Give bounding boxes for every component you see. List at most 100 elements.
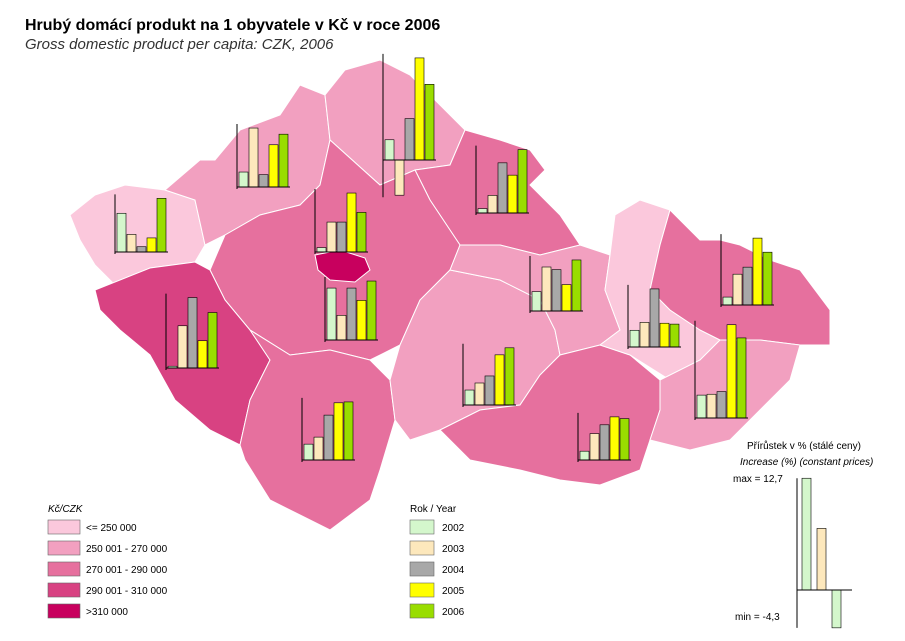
bar bbox=[541, 266, 552, 312]
bar bbox=[474, 382, 485, 406]
bar bbox=[716, 391, 727, 419]
bar bbox=[146, 237, 157, 253]
bar bbox=[669, 323, 680, 348]
bar bbox=[609, 416, 620, 461]
bar bbox=[551, 269, 562, 312]
legend-swatch bbox=[47, 519, 81, 535]
bar bbox=[464, 389, 475, 406]
legend-label: >310 000 bbox=[86, 607, 128, 618]
bar bbox=[404, 118, 415, 161]
bar bbox=[197, 340, 208, 369]
legend-label: 2005 bbox=[442, 586, 465, 597]
bar bbox=[639, 322, 650, 348]
bar bbox=[732, 273, 743, 306]
bar bbox=[278, 133, 289, 188]
bar bbox=[177, 325, 188, 369]
bar bbox=[346, 192, 357, 253]
bar bbox=[589, 433, 600, 461]
bar bbox=[706, 393, 717, 419]
bar bbox=[696, 394, 707, 419]
bar bbox=[356, 300, 367, 341]
key-bar bbox=[801, 477, 812, 591]
legend-label: 250 001 - 270 000 bbox=[86, 544, 168, 555]
map-subtitle: Gross domestic product per capita: CZK, … bbox=[25, 36, 334, 53]
legend-swatch bbox=[409, 561, 435, 577]
bar bbox=[629, 329, 640, 348]
legend-swatch bbox=[409, 582, 435, 598]
bar bbox=[619, 418, 630, 461]
bar bbox=[752, 237, 763, 306]
region bbox=[69, 184, 206, 286]
bar bbox=[156, 198, 167, 253]
legend-swatch bbox=[409, 519, 435, 535]
bar bbox=[303, 443, 314, 461]
legend-title: Kč/CZK bbox=[48, 504, 84, 515]
key-bar bbox=[816, 528, 827, 591]
bar bbox=[762, 251, 773, 306]
bar bbox=[424, 84, 435, 161]
bar bbox=[497, 162, 508, 214]
legend-swatch bbox=[47, 603, 81, 619]
bar bbox=[326, 287, 337, 341]
bar bbox=[507, 174, 518, 214]
bar bbox=[384, 139, 395, 161]
bar bbox=[484, 375, 495, 406]
bar bbox=[316, 247, 327, 253]
legend-label: 270 001 - 290 000 bbox=[86, 565, 168, 576]
legend-label: <= 250 000 bbox=[86, 523, 137, 534]
legend-swatch bbox=[47, 582, 81, 598]
bar bbox=[414, 57, 425, 161]
bar bbox=[313, 436, 324, 461]
bar bbox=[346, 287, 357, 341]
bar bbox=[268, 144, 279, 188]
bar bbox=[187, 297, 198, 369]
bar bbox=[323, 414, 334, 461]
bar bbox=[116, 212, 127, 253]
bar bbox=[736, 337, 747, 419]
bar bbox=[343, 401, 354, 461]
bar bbox=[494, 354, 505, 406]
bar bbox=[561, 284, 572, 312]
bar bbox=[126, 234, 137, 253]
bar bbox=[571, 259, 582, 312]
bar bbox=[531, 291, 542, 312]
bar bbox=[579, 450, 590, 461]
region bbox=[239, 329, 396, 531]
bar bbox=[207, 312, 218, 369]
legend-swatch bbox=[47, 561, 81, 577]
key-min-label: min = -4,3 bbox=[735, 612, 780, 623]
key-bar bbox=[831, 589, 842, 629]
legend-label: 2002 bbox=[442, 523, 465, 534]
bar bbox=[659, 322, 670, 348]
bar bbox=[742, 266, 753, 306]
key-title: Přírůstek v % (stálé ceny) bbox=[747, 440, 861, 452]
legend-label: 2004 bbox=[442, 565, 465, 576]
bar bbox=[394, 159, 405, 196]
bar bbox=[356, 212, 367, 253]
legend-swatch bbox=[409, 540, 435, 556]
map-title: Hrubý domácí produkt na 1 obyvatele v Kč… bbox=[25, 17, 440, 34]
bar bbox=[649, 288, 660, 348]
bar bbox=[336, 315, 347, 341]
bar bbox=[248, 127, 259, 188]
bar bbox=[487, 195, 498, 214]
bar bbox=[336, 221, 347, 253]
bar bbox=[326, 221, 337, 253]
legend-title: Rok / Year bbox=[410, 504, 457, 515]
bar bbox=[504, 347, 515, 406]
bar bbox=[599, 424, 610, 461]
bar bbox=[722, 296, 733, 306]
bar bbox=[136, 246, 147, 253]
bar bbox=[333, 402, 344, 461]
key-subtitle: Increase (%) (constant prices) bbox=[740, 457, 873, 468]
bar bbox=[366, 280, 377, 341]
legend-label: 290 001 - 310 000 bbox=[86, 586, 168, 597]
bar bbox=[517, 149, 528, 214]
legend-swatch bbox=[409, 603, 435, 619]
legend-swatch bbox=[47, 540, 81, 556]
bar bbox=[258, 174, 269, 188]
legend-label: 2006 bbox=[442, 607, 465, 618]
key-max-label: max = 12,7 bbox=[733, 474, 783, 485]
bar bbox=[238, 171, 249, 188]
